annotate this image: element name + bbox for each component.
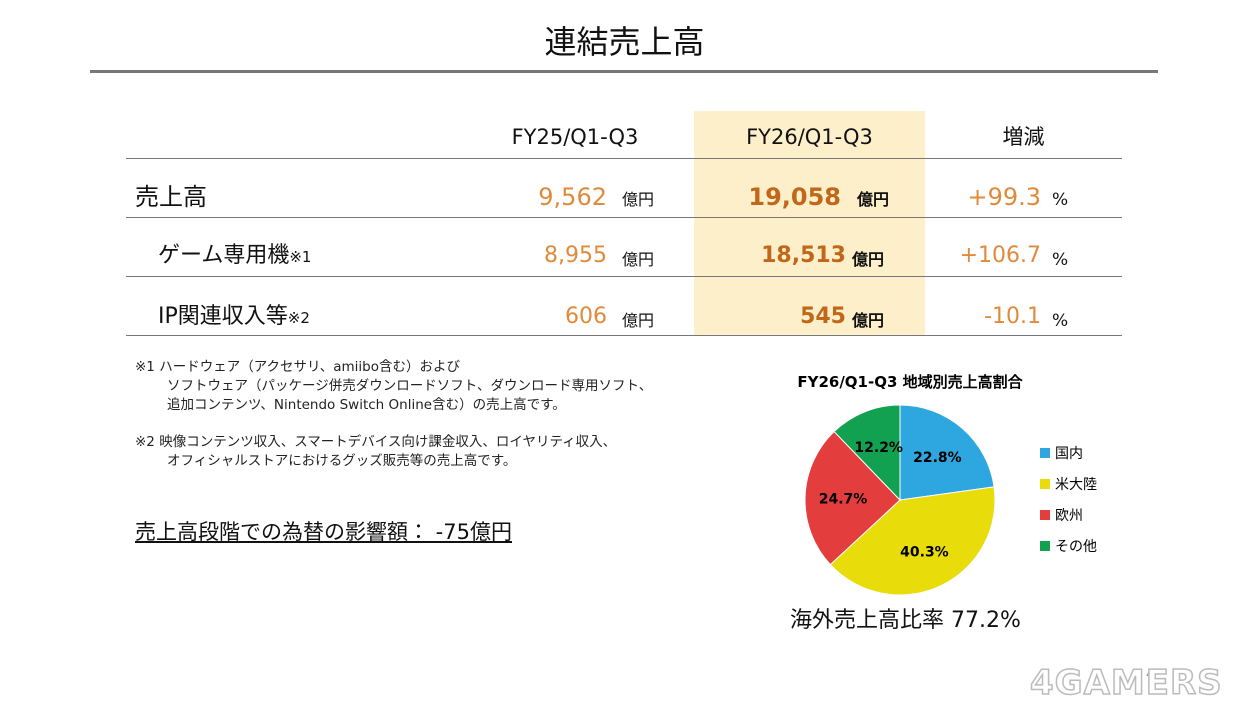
legend-swatch <box>1040 448 1050 458</box>
fx-impact: 売上高段階での為替の影響額： -75億円 <box>135 520 512 544</box>
column-header: 増減 <box>1002 125 1045 149</box>
footnote: 追加コンテンツ、Nintendo Switch Online含む）の売上高です。 <box>167 397 566 413</box>
legend-label: 国内 <box>1055 446 1083 462</box>
fy25-value: 8,955 <box>544 243 607 268</box>
legend-swatch <box>1040 510 1050 520</box>
fy26-value: 545 <box>800 304 846 329</box>
row-label: IP関連収入等※2 <box>158 304 310 329</box>
title-rule <box>90 70 1158 73</box>
change-unit: % <box>1052 250 1069 270</box>
fy26-unit: 億円 <box>857 190 890 209</box>
change-unit: % <box>1052 311 1069 331</box>
row-note: ※1 <box>289 248 312 266</box>
legend-swatch <box>1040 479 1050 489</box>
fy26-value: 18,513 <box>761 243 846 268</box>
column-header: FY26/Q1-Q3 <box>746 125 873 149</box>
change-value: +106.7 <box>959 243 1041 268</box>
column-header: FY25/Q1-Q3 <box>511 125 639 149</box>
legend-swatch <box>1040 541 1050 551</box>
row-rule <box>126 158 1122 159</box>
row-label: ゲーム専用機※1 <box>158 243 312 268</box>
pie-chart: FY26/Q1-Q3 地域別売上高割合 22.8% 国内 40.3% 米大陸 24.7% 欧… <box>797 373 1097 596</box>
fy26-unit: 億円 <box>852 250 885 269</box>
highlight-column <box>694 111 925 335</box>
title: 連結売上高 <box>544 23 705 61</box>
footnote: ソフトウェア（パッケージ併売ダウンロードソフト、ダウンロード専用ソフト、 <box>167 378 653 394</box>
change-value: +99.3 <box>967 183 1041 211</box>
chart-title: FY26/Q1-Q3 地域別売上高割合 <box>797 373 1023 391</box>
page-number: 4 <box>1146 667 1154 681</box>
pie-slice <box>833 404 901 502</box>
fy25-value: 606 <box>565 304 607 329</box>
fy26-value: 19,058 <box>748 183 841 211</box>
pie-slice <box>899 404 995 501</box>
pie-slice <box>804 430 901 566</box>
change-value: -10.1 <box>984 304 1041 329</box>
slice-label: 12.2% <box>854 440 903 456</box>
row-label: 売上高 <box>135 183 207 211</box>
slice-label: 22.8% <box>913 450 962 466</box>
row-note: ※2 <box>287 309 310 327</box>
legend-label: 米大陸 <box>1055 477 1097 493</box>
footnote: ※2 映像コンテンツ収入、スマートデバイス向け課金収入、ロイヤリティ収入、 <box>135 434 617 450</box>
watermark: 4GAMERS <box>1029 663 1223 703</box>
pie-slice <box>829 486 996 596</box>
fy26-unit: 億円 <box>852 311 885 330</box>
footnote: オフィシャルストアにおけるグッズ販売等の売上高です。 <box>167 453 517 469</box>
fy25-unit: 億円 <box>622 311 655 330</box>
fy25-value: 9,562 <box>538 183 607 211</box>
change-unit: % <box>1052 190 1069 210</box>
fy25-unit: 億円 <box>622 250 655 269</box>
legend-label: 欧州 <box>1055 508 1083 524</box>
row-rule <box>126 276 1122 277</box>
slice-label: 40.3% <box>900 544 949 560</box>
overseas-ratio: 海外売上高比率 77.2% <box>790 608 1021 633</box>
footnote: ※1 ハードウェア（アクセサリ、amiibo含む）および <box>135 359 460 375</box>
slice-label: 24.7% <box>819 491 868 507</box>
legend-label: その他 <box>1055 539 1097 555</box>
fy25-unit: 億円 <box>622 190 655 209</box>
row-rule <box>126 335 1122 336</box>
row-rule <box>126 217 1122 218</box>
